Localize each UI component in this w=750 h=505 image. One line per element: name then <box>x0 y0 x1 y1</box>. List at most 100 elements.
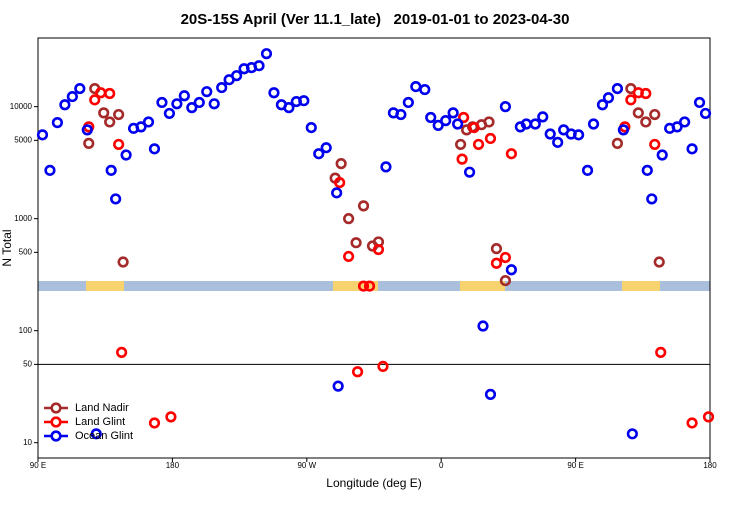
point <box>135 121 147 133</box>
point <box>702 411 715 423</box>
point <box>419 83 431 96</box>
point <box>90 428 102 440</box>
x-tick-label: 180 <box>703 461 717 470</box>
point <box>165 411 177 423</box>
point <box>537 111 549 123</box>
legend-marker <box>50 402 62 414</box>
point <box>201 86 213 98</box>
point <box>490 257 503 269</box>
point <box>671 121 683 133</box>
point <box>596 99 609 111</box>
y-tick-label: 1000 <box>14 214 32 223</box>
point <box>581 164 594 176</box>
point <box>351 366 364 378</box>
point <box>649 138 661 151</box>
point <box>66 90 78 103</box>
x-tick-label: 90 E <box>567 461 583 470</box>
point <box>363 280 376 292</box>
y-tick-label: 100 <box>19 326 33 335</box>
point <box>372 243 385 256</box>
y-tick-label: 50 <box>23 360 32 369</box>
point <box>334 176 346 189</box>
point <box>283 102 295 114</box>
point <box>357 200 370 212</box>
point <box>483 116 495 128</box>
point <box>117 256 129 268</box>
point <box>587 118 600 130</box>
point <box>679 116 691 128</box>
point <box>572 129 585 141</box>
point <box>529 118 541 130</box>
series <box>36 48 712 440</box>
point <box>544 128 556 140</box>
point <box>552 136 564 148</box>
point <box>104 116 116 128</box>
point <box>36 129 49 141</box>
point <box>171 98 183 110</box>
point <box>193 96 205 109</box>
point <box>110 193 122 205</box>
legend-marker <box>50 416 62 428</box>
point <box>120 149 132 161</box>
point <box>625 94 637 106</box>
point <box>395 108 407 121</box>
point <box>693 96 706 109</box>
point <box>490 243 503 255</box>
legend-label: Land Nadir <box>75 402 129 414</box>
point <box>640 87 652 100</box>
point <box>208 98 220 110</box>
point <box>646 193 658 205</box>
point <box>113 108 125 121</box>
point <box>357 280 370 292</box>
y-tick-label: 5000 <box>14 135 32 144</box>
point <box>231 70 243 82</box>
y-tick-label: 10000 <box>10 102 33 111</box>
point <box>148 417 161 429</box>
point <box>649 108 661 121</box>
point <box>447 107 459 119</box>
point <box>641 164 653 176</box>
x-tick-label: 180 <box>166 461 180 470</box>
point <box>116 346 128 358</box>
land-strip <box>460 281 505 291</box>
point <box>163 107 176 120</box>
point <box>320 142 332 154</box>
plot-frame <box>37 37 711 459</box>
point <box>156 96 168 109</box>
x-tick-label: 90 W <box>297 461 316 470</box>
y-tick-label: 500 <box>19 247 33 256</box>
x-tick-label: 0 <box>439 461 444 470</box>
point <box>653 256 665 268</box>
point <box>104 87 116 100</box>
point <box>477 320 489 332</box>
point <box>655 346 667 358</box>
point <box>305 121 317 134</box>
point <box>611 82 624 95</box>
point <box>402 96 414 109</box>
point <box>298 95 310 107</box>
point <box>499 251 512 264</box>
point <box>83 137 95 149</box>
point <box>626 428 638 440</box>
point <box>456 153 468 165</box>
legend-label: Ocean Glint <box>75 430 133 442</box>
x-axis-label: Longitude (deg E) <box>326 476 421 490</box>
point <box>59 99 71 111</box>
point <box>484 132 497 145</box>
point <box>335 158 347 170</box>
point <box>332 380 344 392</box>
point <box>499 101 512 113</box>
point <box>186 102 198 114</box>
point <box>260 48 273 60</box>
point <box>432 119 444 132</box>
point <box>377 360 389 372</box>
point <box>640 116 652 128</box>
point <box>455 138 467 151</box>
point <box>617 124 629 136</box>
point <box>632 107 644 119</box>
land-strip <box>622 281 660 291</box>
point <box>440 115 452 127</box>
point <box>452 118 464 130</box>
point <box>602 92 615 104</box>
point <box>253 60 265 72</box>
